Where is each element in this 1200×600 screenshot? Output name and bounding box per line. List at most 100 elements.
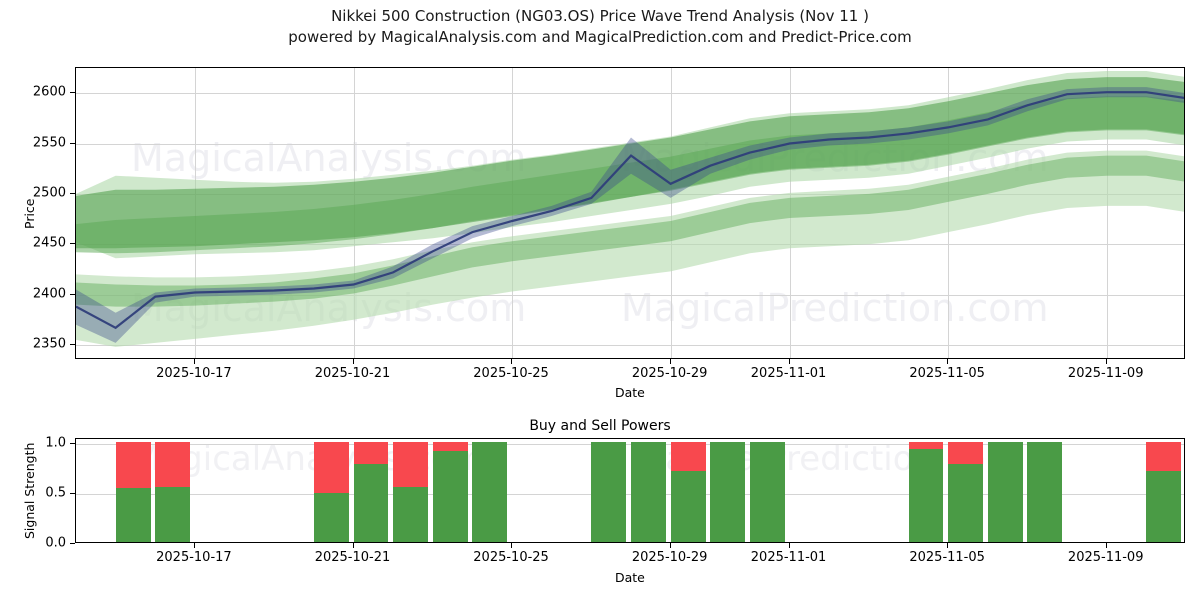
y-tick-mark — [70, 443, 75, 444]
x-tick-label: 2025-11-09 — [1067, 366, 1144, 381]
sell-power-segment — [948, 442, 984, 464]
x-tick-mark — [511, 543, 513, 548]
x-tick-mark — [947, 359, 949, 364]
y-tick-label: 0.5 — [45, 485, 66, 501]
signal-bar — [432, 442, 468, 542]
y-tick-label: 0.0 — [45, 535, 66, 551]
signal-bar — [948, 442, 984, 542]
wave-band-mid-band — [76, 96, 1184, 254]
page-title: Nikkei 500 Construction (NG03.OS) Price … — [331, 7, 869, 25]
buy-power-segment — [432, 451, 468, 542]
signal-bar — [591, 442, 627, 542]
power-y-axis-title: Signal Strength — [22, 442, 37, 539]
x-tick-label: 2025-11-01 — [750, 366, 827, 381]
x-tick-label: 2025-10-29 — [631, 550, 708, 565]
x-tick-mark — [669, 359, 671, 364]
buy-power-segment — [1146, 471, 1182, 542]
signal-bar — [670, 442, 706, 542]
sell-power-segment — [432, 442, 468, 451]
signal-bar — [631, 442, 666, 542]
buy-power-segment — [393, 487, 429, 542]
buy-power-segment — [472, 442, 508, 542]
x-tick-label: 2025-10-21 — [314, 366, 391, 381]
sell-power-segment — [155, 442, 191, 487]
x-tick-label: 2025-10-21 — [314, 550, 391, 565]
x-tick-label: 2025-10-25 — [473, 550, 549, 565]
buy-power-segment — [1027, 442, 1063, 542]
buy-power-segment — [987, 442, 1023, 542]
y-tick-label: 2550 — [32, 135, 66, 151]
x-tick-label: 2025-10-17 — [156, 550, 232, 565]
x-tick-label: 2025-11-05 — [909, 366, 985, 381]
y-tick-label: 1.0 — [45, 435, 66, 451]
y-tick-label: 2400 — [32, 286, 66, 302]
y-tick-mark — [70, 92, 75, 94]
buy-power-segment — [155, 487, 191, 542]
wave-band-lower-band-core — [76, 155, 1184, 307]
signal-bar — [908, 442, 944, 542]
x-tick-mark — [788, 543, 790, 548]
signal-bar — [1146, 442, 1182, 542]
y-gridline — [76, 444, 1184, 445]
y-tick-mark — [70, 343, 75, 345]
y-tick-mark — [70, 243, 75, 245]
x-tick-mark — [669, 543, 671, 548]
signal-bar — [353, 442, 389, 542]
x-tick-mark — [1105, 359, 1107, 364]
y-gridline — [76, 344, 1184, 346]
signal-bar — [749, 442, 785, 542]
y-tick-label: 2500 — [32, 185, 66, 201]
x-tick-label: 2025-10-25 — [473, 366, 549, 381]
signal-bar — [393, 442, 429, 542]
page-subtitle: powered by MagicalAnalysis.com and Magic… — [288, 28, 912, 46]
buy-power-segment — [948, 464, 984, 542]
y-tick-mark — [70, 293, 75, 295]
x-tick-mark — [352, 543, 354, 548]
x-tick-label: 2025-10-29 — [631, 366, 708, 381]
x-tick-label: 2025-11-09 — [1067, 550, 1144, 565]
buy-sell-powers-chart: MagicalAnalysis.com MagicalPrediction.com — [75, 438, 1185, 543]
y-gridline — [76, 93, 1184, 95]
y-tick-label: 2600 — [32, 84, 66, 100]
sell-power-segment — [908, 442, 944, 449]
x-tick-mark — [352, 359, 354, 364]
price-x-axis-title: Date — [615, 385, 645, 400]
buy-power-segment — [710, 442, 746, 542]
sell-power-segment — [393, 442, 429, 487]
y-tick-mark — [70, 493, 75, 494]
price-line — [76, 91, 1184, 330]
sell-power-segment — [1146, 442, 1182, 471]
signal-bar — [710, 442, 746, 542]
price-y-axis-title: Price — [22, 198, 37, 229]
signal-bar — [155, 442, 191, 542]
x-tick-label: 2025-10-17 — [156, 366, 232, 381]
buy-power-segment — [908, 449, 944, 542]
x-gridline — [1106, 68, 1108, 358]
x-tick-mark — [1105, 543, 1107, 548]
y-tick-label: 2350 — [32, 336, 66, 352]
power-x-axis-title: Date — [615, 570, 645, 585]
buy-sell-chart-title: Buy and Sell Powers — [529, 418, 671, 434]
x-tick-mark — [947, 543, 949, 548]
buy-power-segment — [353, 464, 389, 542]
x-tick-mark — [788, 359, 790, 364]
x-tick-mark — [193, 543, 195, 548]
wave-band-lower-band-light — [76, 150, 1184, 347]
x-tick-mark — [193, 359, 195, 364]
sell-power-segment — [670, 442, 706, 471]
x-tick-label: 2025-11-01 — [750, 550, 827, 565]
signal-bar — [115, 442, 151, 542]
y-tick-mark — [70, 192, 75, 194]
sell-power-segment — [115, 442, 151, 488]
buy-power-segment — [115, 488, 151, 542]
buy-power-segment — [591, 442, 627, 542]
signal-bar — [987, 442, 1023, 542]
chart-title-block: Nikkei 500 Construction (NG03.OS) Price … — [0, 6, 1200, 48]
signal-bar — [313, 442, 349, 542]
sell-power-segment — [353, 442, 389, 464]
y-tick-label: 2450 — [32, 235, 66, 251]
buy-power-segment — [670, 471, 706, 542]
signal-bar — [1027, 442, 1063, 542]
x-tick-label: 2025-11-05 — [909, 550, 985, 565]
price-wave-bands — [76, 71, 1184, 347]
